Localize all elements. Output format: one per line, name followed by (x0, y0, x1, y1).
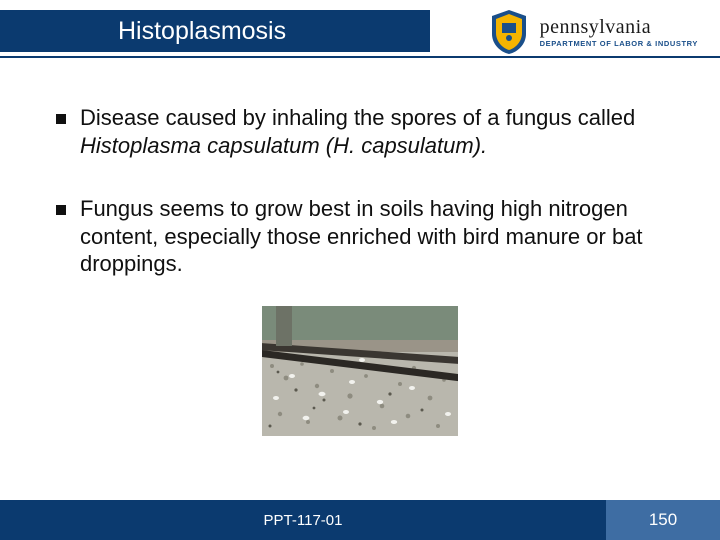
logo-text: pennsylvania DEPARTMENT OF LABOR & INDUS… (540, 17, 698, 48)
bullet-item: Disease caused by inhaling the spores of… (56, 104, 664, 159)
footer: PPT-117-01 150 (0, 500, 720, 540)
header: Histoplasmosis pennsylvania DEPARTMENT O… (0, 0, 720, 72)
footer-page-number: 150 (649, 510, 677, 530)
pa-shield-icon (488, 8, 530, 56)
logo-dept-text: DEPARTMENT OF LABOR & INDUSTRY (540, 40, 698, 48)
bullet-pre: Disease caused by inhaling the spores of… (80, 105, 635, 130)
logo-block: pennsylvania DEPARTMENT OF LABOR & INDUS… (488, 8, 698, 56)
content-area: Disease caused by inhaling the spores of… (0, 72, 720, 436)
figure-container (56, 306, 664, 436)
figure-image (262, 306, 458, 436)
header-underline (0, 56, 720, 58)
bullet-text: Disease caused by inhaling the spores of… (80, 104, 664, 159)
footer-right: 150 (606, 500, 720, 540)
bullet-marker-icon (56, 205, 66, 215)
bullet-text: Fungus seems to grow best in soils havin… (80, 195, 664, 278)
bullet-italic: Histoplasma capsulatum (H. capsulatum). (80, 133, 487, 158)
footer-doc-id: PPT-117-01 (264, 512, 343, 529)
title-bar: Histoplasmosis (0, 10, 430, 52)
page-title: Histoplasmosis (118, 17, 286, 46)
bullet-pre: Fungus seems to grow best in soils havin… (80, 196, 643, 276)
bullet-item: Fungus seems to grow best in soils havin… (56, 195, 664, 278)
logo-state-text: pennsylvania (540, 17, 698, 37)
bullet-marker-icon (56, 114, 66, 124)
footer-left: PPT-117-01 (0, 500, 606, 540)
